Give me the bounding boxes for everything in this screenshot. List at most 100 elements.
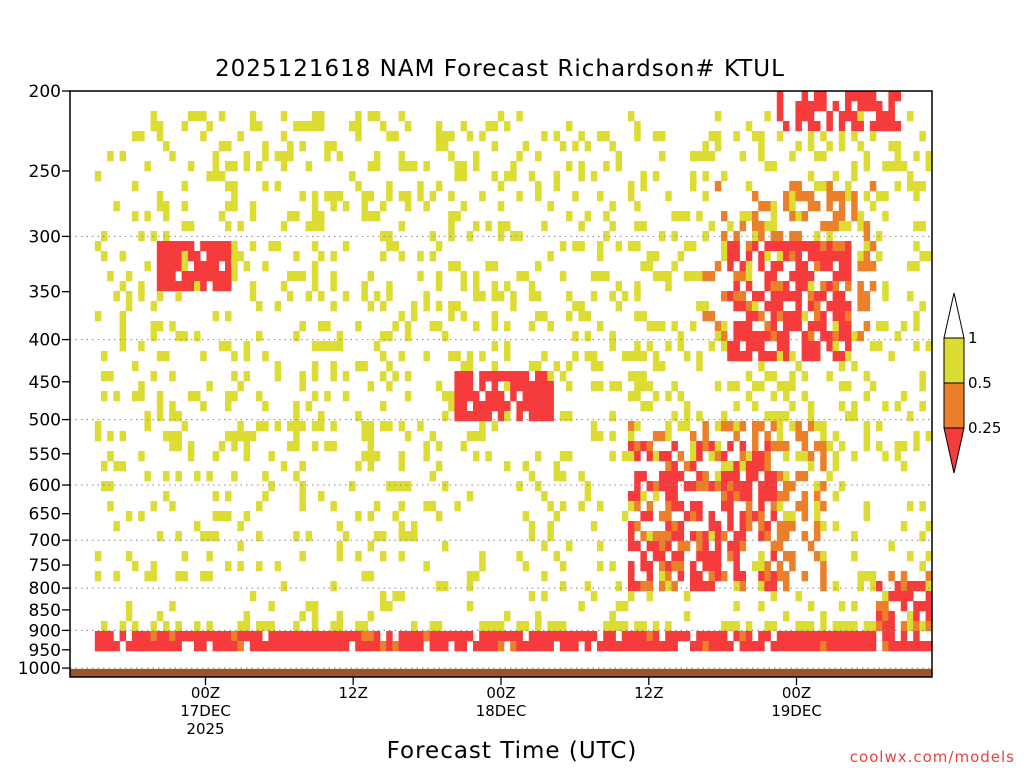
ri-cell-yellow xyxy=(342,291,350,302)
ri-cell-yellow xyxy=(665,271,672,282)
ri-cell-yellow xyxy=(628,371,635,382)
ri-cell-red xyxy=(795,271,802,282)
ri-cell-red xyxy=(156,631,164,642)
ri-cell-yellow xyxy=(156,531,164,542)
ri-cell-yellow xyxy=(801,371,809,382)
ri-cell-red xyxy=(807,341,815,352)
ri-cell-yellow xyxy=(318,411,325,422)
ri-cell-orange xyxy=(677,561,685,572)
ri-cell-yellow xyxy=(212,161,220,172)
ri-cell-yellow xyxy=(733,131,740,142)
ri-cell-yellow xyxy=(578,301,585,312)
ri-cell-red xyxy=(212,631,220,642)
ri-cell-yellow xyxy=(497,291,505,302)
x-tick-label: 00Z xyxy=(782,684,811,702)
y-tick-label: 300 xyxy=(29,227,61,247)
ri-cell-orange xyxy=(876,621,883,632)
ri-cell-yellow xyxy=(318,321,325,332)
ri-cell-yellow xyxy=(621,291,629,302)
ri-cell-yellow xyxy=(894,181,902,192)
ri-cell-yellow xyxy=(925,151,933,162)
ri-cell-yellow xyxy=(169,411,176,422)
ri-cell-red xyxy=(770,351,778,362)
credit-link[interactable]: coolwx.com/models xyxy=(850,748,1015,766)
ri-cell-yellow xyxy=(361,291,368,302)
ri-cell-red xyxy=(156,241,164,252)
ri-cell-red xyxy=(770,301,778,312)
ri-cell-red xyxy=(882,111,889,122)
ri-cell-red xyxy=(497,371,505,382)
ri-cell-yellow xyxy=(336,541,344,552)
ri-cell-red xyxy=(919,641,926,652)
x-tick-label: 17DEC xyxy=(180,702,231,720)
ri-cell-yellow xyxy=(851,131,858,142)
ri-cell-red xyxy=(187,281,195,292)
ri-cell-yellow xyxy=(590,351,598,362)
ri-cell-red xyxy=(671,551,678,562)
ri-cell-yellow xyxy=(925,341,933,352)
ri-cell-yellow xyxy=(324,341,331,352)
ri-cell-yellow xyxy=(479,421,486,432)
ri-cell-yellow xyxy=(299,551,306,562)
ri-cell-yellow xyxy=(739,151,747,162)
ri-cell-yellow xyxy=(429,471,437,482)
ri-cell-yellow xyxy=(770,391,778,402)
ri-cell-yellow xyxy=(851,531,858,542)
ri-cell-yellow xyxy=(206,381,213,392)
ri-cell-red xyxy=(764,631,771,642)
ri-cell-red xyxy=(491,641,499,652)
ri-cell-orange xyxy=(764,571,771,582)
ri-cell-red xyxy=(212,241,220,252)
ri-cell-yellow xyxy=(776,251,784,262)
ri-cell-red xyxy=(510,371,517,382)
ri-cell-red xyxy=(597,641,604,652)
ri-cell-yellow xyxy=(919,561,926,572)
ri-cell-yellow xyxy=(293,531,300,542)
ri-cell-yellow xyxy=(615,151,623,162)
ri-cell-yellow xyxy=(814,501,821,512)
ri-cell-red xyxy=(411,641,418,652)
ri-cell-yellow xyxy=(187,391,195,402)
ri-cell-yellow xyxy=(845,181,852,192)
ri-cell-red xyxy=(814,321,821,332)
ri-cell-orange xyxy=(696,541,703,552)
ri-cell-yellow xyxy=(268,601,275,612)
ri-cell-yellow xyxy=(758,151,765,162)
ri-cell-yellow xyxy=(280,281,288,292)
ri-cell-yellow xyxy=(745,391,753,402)
ri-cell-yellow xyxy=(330,281,337,292)
ri-cell-yellow xyxy=(287,211,294,222)
ri-cell-red xyxy=(900,601,908,612)
ri-cell-yellow xyxy=(423,561,430,572)
ri-cell-yellow xyxy=(584,481,592,492)
ri-cell-yellow xyxy=(429,621,437,632)
ri-cell-yellow xyxy=(541,131,548,142)
ri-cell-yellow xyxy=(194,281,201,292)
ri-cell-red xyxy=(727,291,734,302)
ri-cell-yellow xyxy=(621,621,629,632)
ri-cell-red xyxy=(783,241,790,252)
ri-cell-red xyxy=(776,261,784,272)
ri-cell-red xyxy=(764,481,771,492)
ri-cell-yellow xyxy=(479,291,486,302)
ri-cell-red xyxy=(150,641,158,652)
ri-cell-orange xyxy=(814,521,821,532)
ri-cell-red xyxy=(838,351,846,362)
ri-cell-yellow xyxy=(156,321,164,332)
ri-cell-yellow xyxy=(169,401,176,412)
ri-cell-red xyxy=(783,251,790,262)
ri-cell-yellow xyxy=(156,291,164,302)
ri-cell-red xyxy=(714,641,722,652)
ri-cell-yellow xyxy=(144,571,151,582)
ri-cell-yellow xyxy=(262,261,269,272)
ri-cell-red xyxy=(640,641,647,652)
ri-cell-yellow xyxy=(367,301,375,312)
ri-cell-orange xyxy=(814,301,821,312)
ri-cell-orange xyxy=(677,541,685,552)
ri-cell-yellow xyxy=(311,611,319,622)
ri-cell-orange xyxy=(869,261,877,272)
ri-cell-red xyxy=(460,381,468,392)
ri-cell-yellow xyxy=(832,521,840,532)
ri-cell-yellow xyxy=(132,131,139,142)
ri-cell-yellow xyxy=(535,481,542,492)
